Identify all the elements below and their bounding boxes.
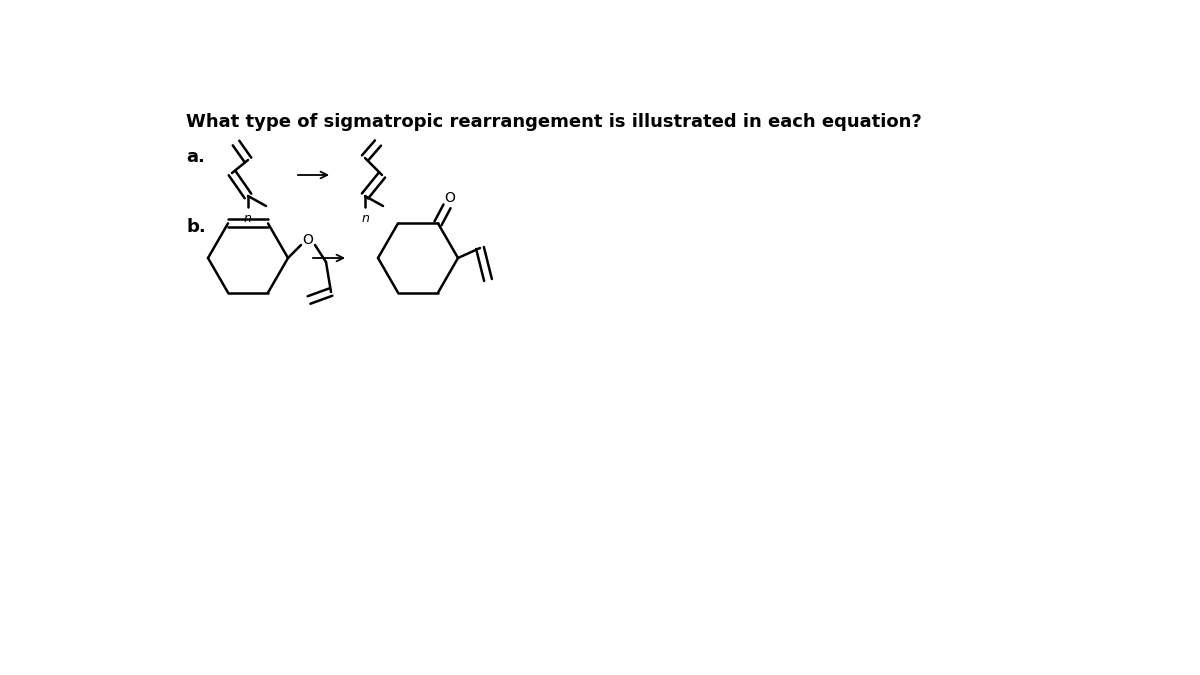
Text: What type of sigmatropic rearrangement is illustrated in each equation?: What type of sigmatropic rearrangement i… — [186, 113, 922, 131]
Text: O: O — [302, 233, 313, 247]
Text: O: O — [444, 191, 456, 205]
Text: n: n — [361, 212, 368, 225]
Text: a.: a. — [186, 148, 205, 166]
Text: b.: b. — [186, 218, 205, 236]
Text: n: n — [244, 212, 252, 225]
